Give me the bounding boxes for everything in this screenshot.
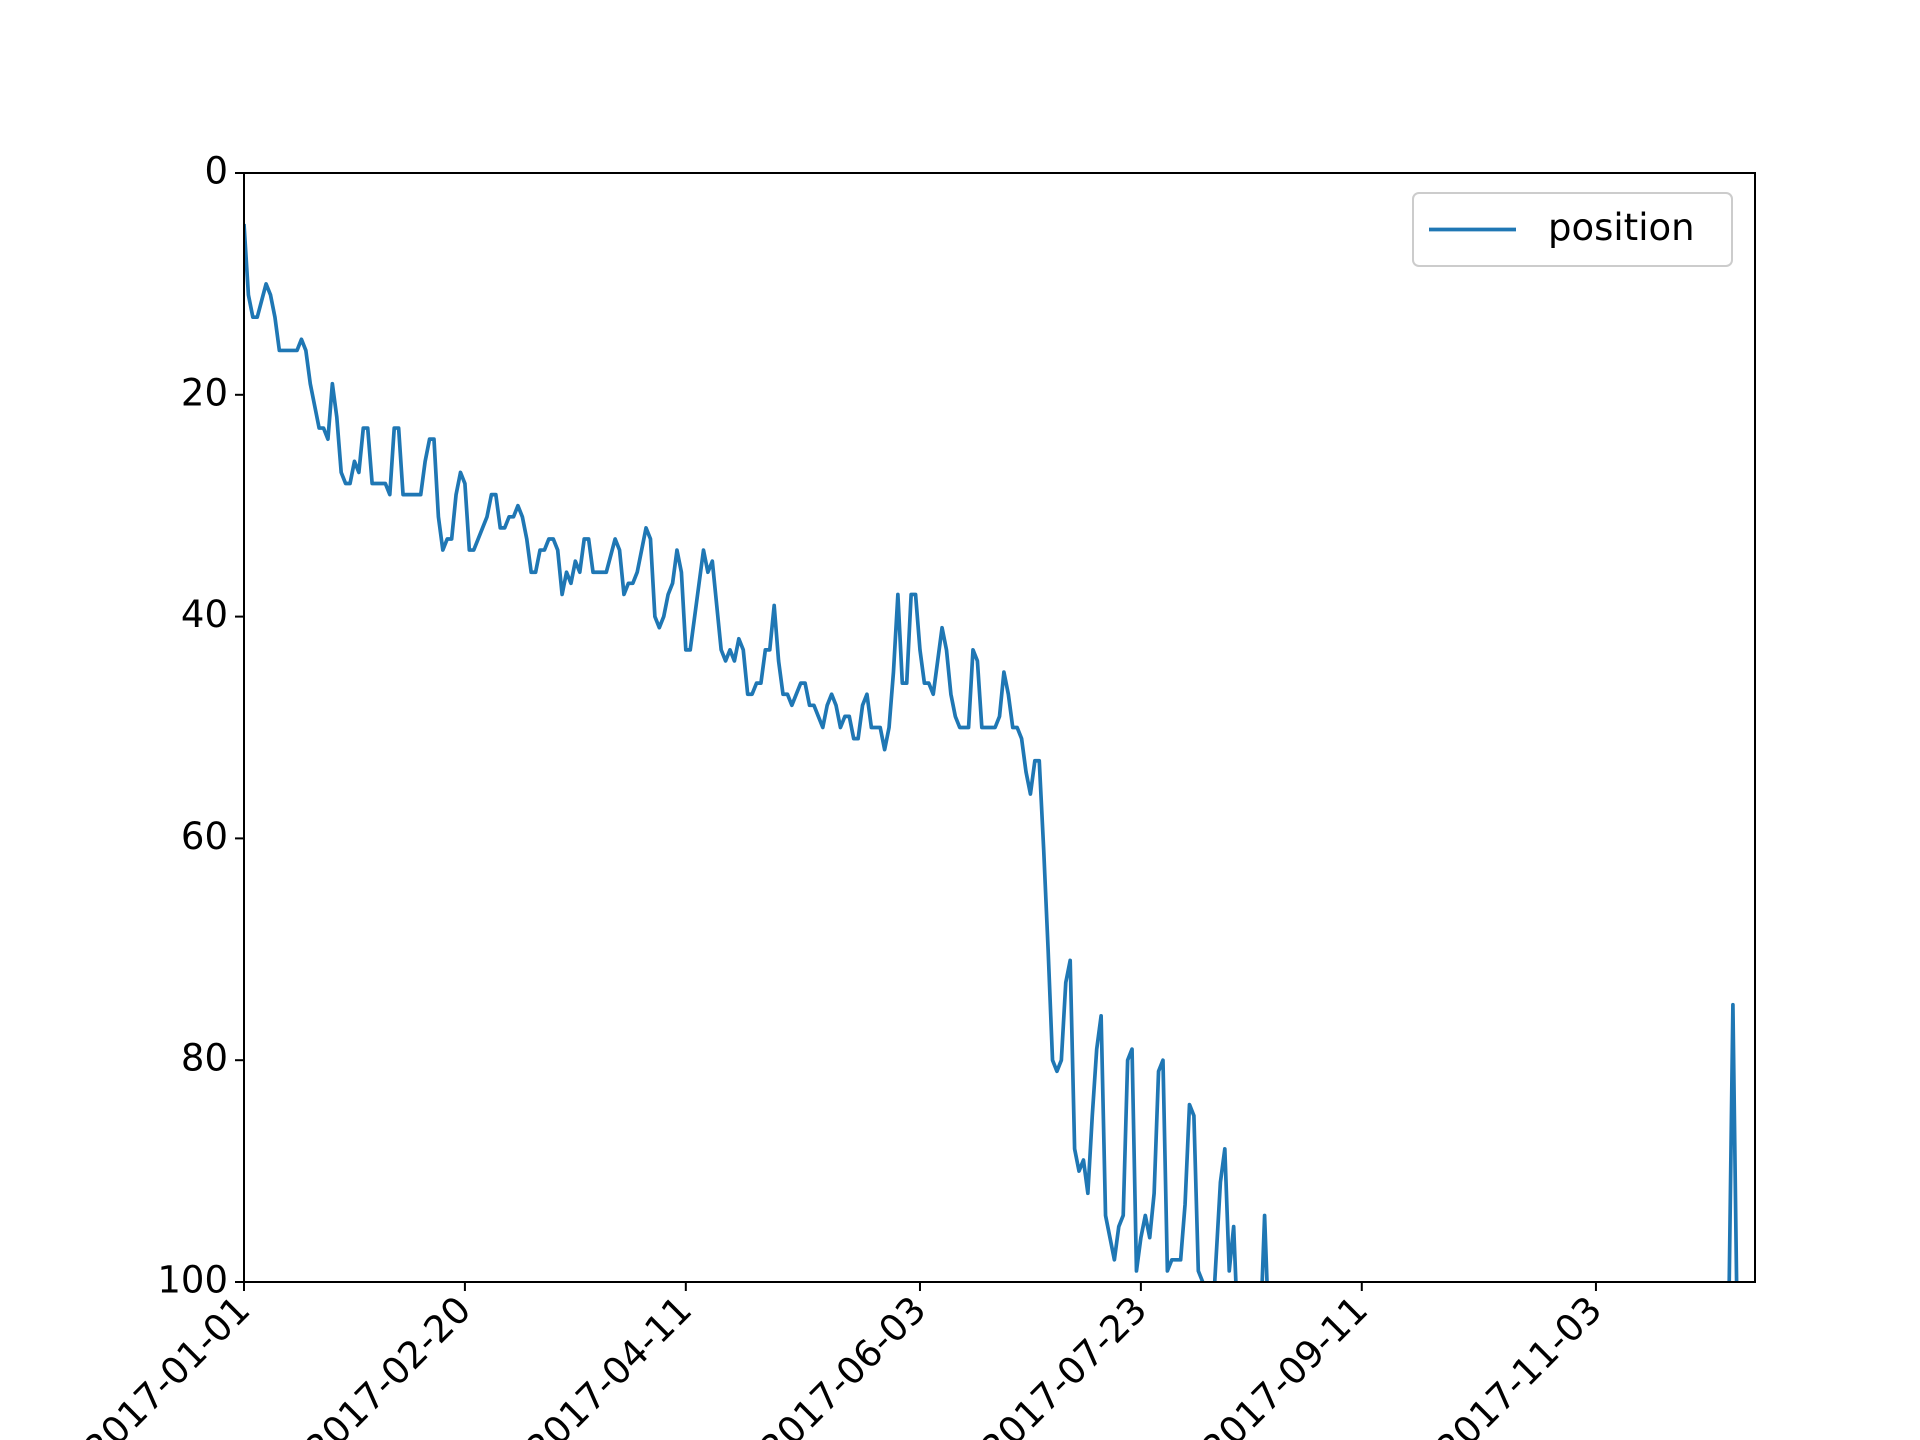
y-tick-label: 100	[157, 1259, 228, 1302]
plot-area	[244, 223, 1739, 1282]
data-line	[244, 223, 1739, 1282]
axes-frame	[243, 172, 1756, 1283]
y-tick-label: 40	[181, 593, 228, 636]
y-tick-label: 80	[181, 1037, 228, 1080]
y-tick-label: 0	[204, 150, 228, 193]
y-tick-label: 60	[181, 815, 228, 858]
legend-label: position	[1548, 206, 1695, 249]
legend-box	[1412, 192, 1733, 267]
y-tick-label: 20	[181, 371, 228, 414]
